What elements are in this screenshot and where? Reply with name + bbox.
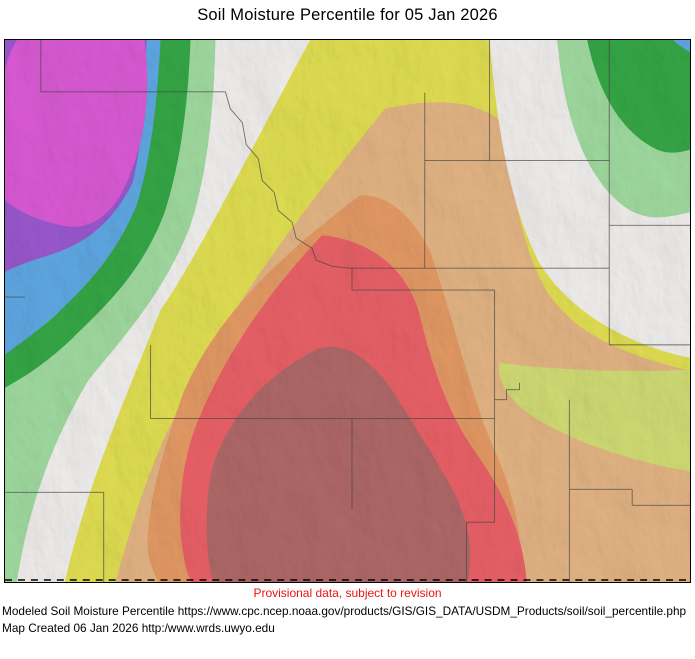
- map-canvas: [5, 40, 690, 582]
- county-line: [608, 40, 690, 226]
- footer-created-line: Map Created 06 Jan 2026 http:/www.wrds.u…: [2, 621, 275, 635]
- provisional-note: Provisional data, subject to revision: [253, 586, 442, 600]
- terrain-hillshade: [5, 40, 690, 582]
- footer-source-line: Modeled Soil Moisture Percentile https:/…: [2, 604, 687, 618]
- county-line: [568, 399, 690, 582]
- county-line: [349, 92, 426, 269]
- county-boundaries: [5, 40, 690, 582]
- county-line: [5, 296, 152, 419]
- county-line: [608, 225, 690, 346]
- county-line: [5, 491, 105, 582]
- page-title: Soil Moisture Percentile for 05 Jan 2026: [197, 6, 498, 24]
- county-line: [40, 40, 226, 93]
- county-line: [466, 290, 496, 582]
- county-line: [494, 382, 520, 401]
- county-line: [224, 91, 351, 269]
- county-line: [351, 268, 495, 291]
- wyoming-soil-moisture-map: [4, 39, 691, 583]
- county-line: [424, 40, 610, 162]
